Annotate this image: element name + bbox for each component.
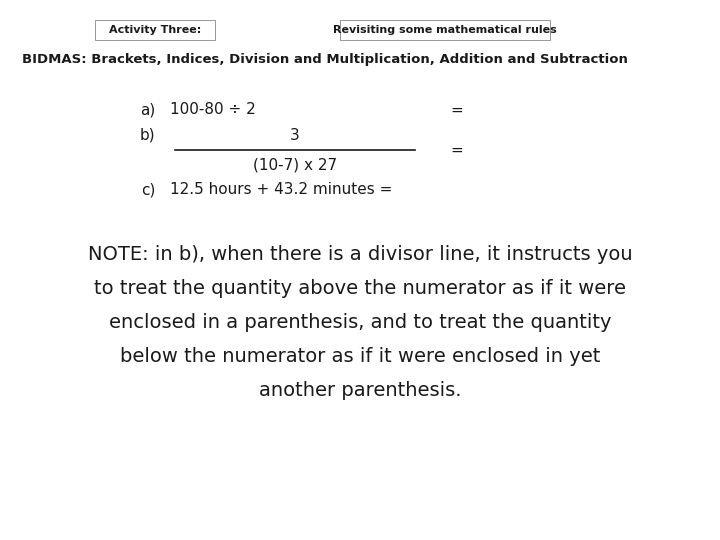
Text: 12.5 hours + 43.2 minutes =: 12.5 hours + 43.2 minutes =: [170, 183, 392, 198]
Text: Activity Three:: Activity Three:: [109, 25, 201, 35]
Text: Revisiting some mathematical rules: Revisiting some mathematical rules: [333, 25, 557, 35]
Text: another parenthesis.: another parenthesis.: [258, 381, 462, 401]
Text: b): b): [140, 127, 155, 143]
Text: 100-80 ÷ 2: 100-80 ÷ 2: [170, 103, 256, 118]
Text: a): a): [140, 103, 155, 118]
Text: BIDMAS: Brackets, Indices, Division and Multiplication, Addition and Subtraction: BIDMAS: Brackets, Indices, Division and …: [22, 53, 628, 66]
Bar: [95, 20, 215, 40]
Text: =: =: [450, 143, 463, 158]
Text: 3: 3: [290, 127, 300, 143]
Text: enclosed in a parenthesis, and to treat the quantity: enclosed in a parenthesis, and to treat …: [109, 314, 611, 333]
Text: =: =: [450, 103, 463, 118]
Text: NOTE: in b), when there is a divisor line, it instructs you: NOTE: in b), when there is a divisor lin…: [88, 246, 632, 265]
Text: to treat the quantity above the numerator as if it were: to treat the quantity above the numerato…: [94, 280, 626, 299]
Text: (10-7) x 27: (10-7) x 27: [253, 158, 337, 172]
Text: below the numerator as if it were enclosed in yet: below the numerator as if it were enclos…: [120, 348, 600, 367]
Text: c): c): [140, 183, 155, 198]
Bar: [340, 20, 550, 40]
